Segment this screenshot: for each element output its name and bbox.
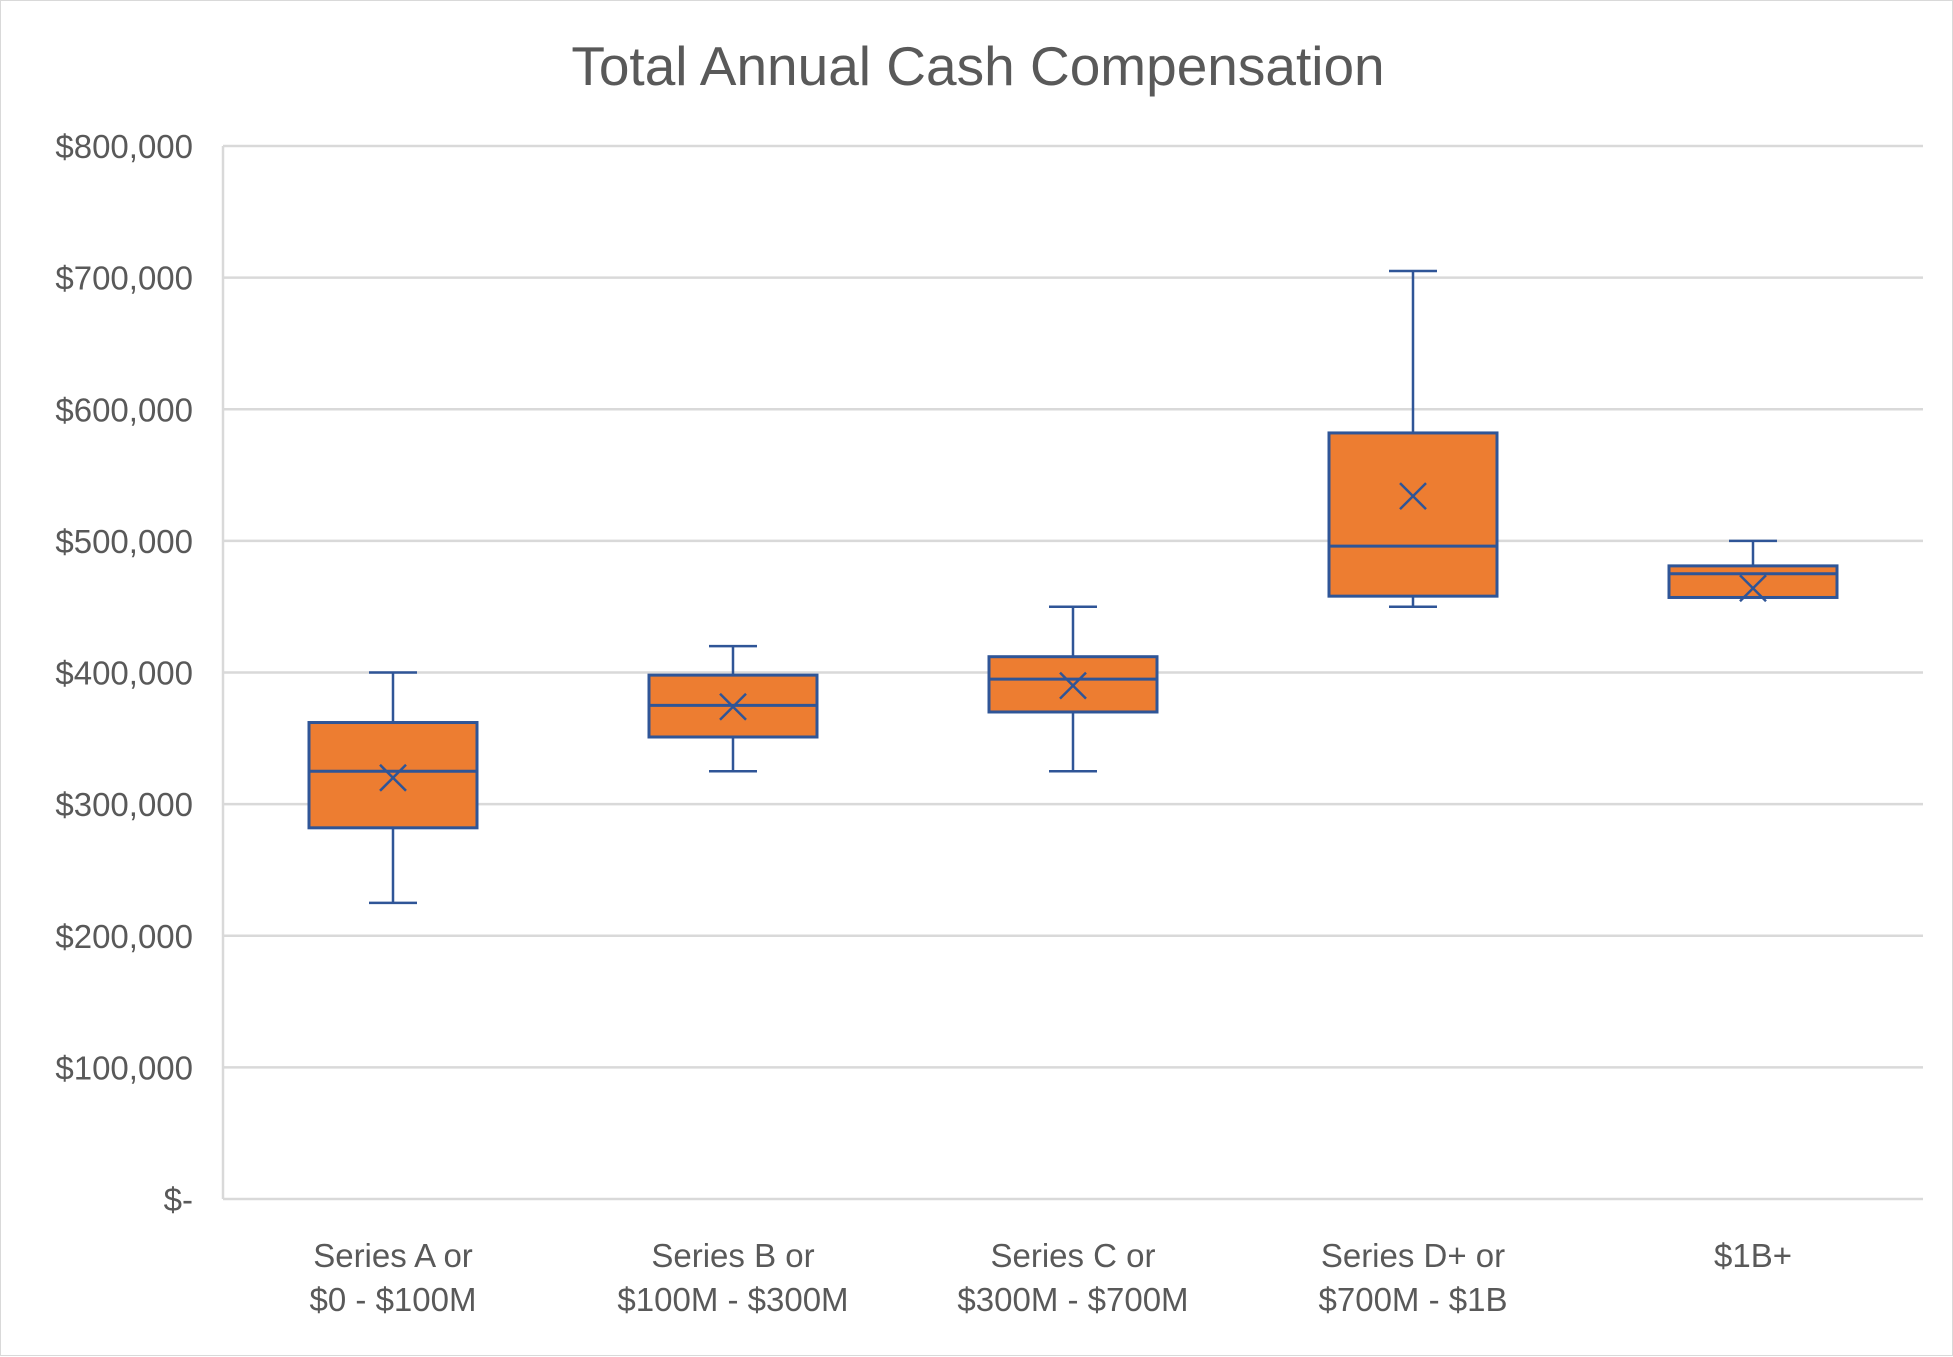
box-group bbox=[1667, 539, 1839, 603]
y-tick-label: $400,000 bbox=[55, 655, 193, 692]
x-category-label: $1B+ bbox=[1714, 1237, 1792, 1274]
x-category-label: Series B or bbox=[651, 1237, 814, 1274]
y-axis-tick-labels: $- $100,000 $200,000 $300,000 $400,000 $500,0… bbox=[55, 128, 193, 1218]
mean-marker bbox=[379, 763, 407, 792]
x-axis-category-labels: Series A or $0 - $100M Series B or $100M - … bbox=[310, 1237, 1792, 1318]
x-category-label: Series D+ or bbox=[1321, 1237, 1505, 1274]
box-group bbox=[307, 671, 479, 905]
x-category-label: $300M - $700M bbox=[957, 1281, 1188, 1318]
y-tick-label: $- bbox=[164, 1181, 193, 1218]
box-series bbox=[307, 269, 1839, 905]
x-category-label: Series A or bbox=[313, 1237, 473, 1274]
y-tick-label: $100,000 bbox=[55, 1049, 193, 1086]
y-tick-label: $800,000 bbox=[55, 128, 193, 165]
y-tick-label: $500,000 bbox=[55, 523, 193, 560]
mean-marker bbox=[1059, 671, 1087, 700]
mean-marker bbox=[1739, 574, 1767, 603]
box-group bbox=[647, 644, 819, 773]
mean-marker bbox=[719, 692, 747, 721]
y-tick-label: $200,000 bbox=[55, 918, 193, 955]
iqr-box bbox=[307, 721, 479, 830]
box-group bbox=[1327, 269, 1499, 608]
iqr-box bbox=[1327, 431, 1499, 598]
box-group bbox=[987, 605, 1159, 773]
y-tick-label: $700,000 bbox=[55, 260, 193, 297]
mean-marker bbox=[1399, 482, 1427, 511]
x-category-label: $100M - $300M bbox=[617, 1281, 848, 1318]
x-category-label: $0 - $100M bbox=[310, 1281, 477, 1318]
chart-title: Total Annual Cash Compensation bbox=[571, 35, 1384, 97]
y-tick-label: $600,000 bbox=[55, 391, 193, 428]
x-category-label: Series C or bbox=[990, 1237, 1155, 1274]
x-category-label: $700M - $1B bbox=[1319, 1281, 1508, 1318]
y-tick-label: $300,000 bbox=[55, 786, 193, 823]
iqr-box bbox=[1667, 564, 1839, 599]
